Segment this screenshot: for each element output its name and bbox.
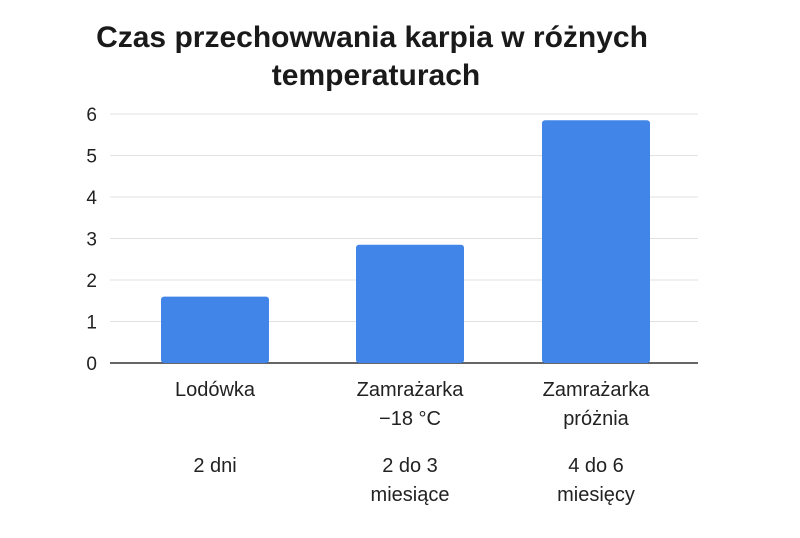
y-tick-label: 0 [86, 354, 97, 375]
y-tick-label: 3 [86, 230, 97, 251]
category-note: 4 do 6 [568, 455, 624, 477]
x-tick-label: −18 °C [379, 408, 441, 430]
y-tick-label: 5 [86, 147, 97, 168]
bar [542, 120, 650, 363]
y-tick-label: 1 [86, 313, 97, 334]
x-tick-label: Zamrażarka [543, 379, 651, 401]
chart-title-line-2: temperaturach [272, 59, 480, 92]
y-tick-label: 2 [86, 271, 97, 292]
category-note: miesięcy [557, 484, 635, 506]
category-note: 2 dni [193, 455, 236, 477]
bar [356, 244, 464, 363]
x-tick-label: Zamrażarka [357, 379, 465, 401]
y-tick-label: 4 [86, 188, 97, 209]
chart-title-line-1: Czas przechowwania karpia w różnych [96, 21, 648, 54]
category-note: 2 do 3 [382, 455, 438, 477]
x-tick-label: próżnia [563, 408, 629, 430]
bars [161, 120, 650, 363]
category-note: miesiące [371, 484, 450, 506]
y-axis: 0 1 2 3 4 5 6 [86, 105, 97, 375]
y-tick-label: 6 [86, 105, 97, 126]
x-axis: Lodówka 2 dni Zamrażarka −18 °C 2 do 3 miesią… [175, 379, 650, 506]
x-tick-label: Lodówka [175, 379, 256, 401]
bar [161, 296, 269, 363]
